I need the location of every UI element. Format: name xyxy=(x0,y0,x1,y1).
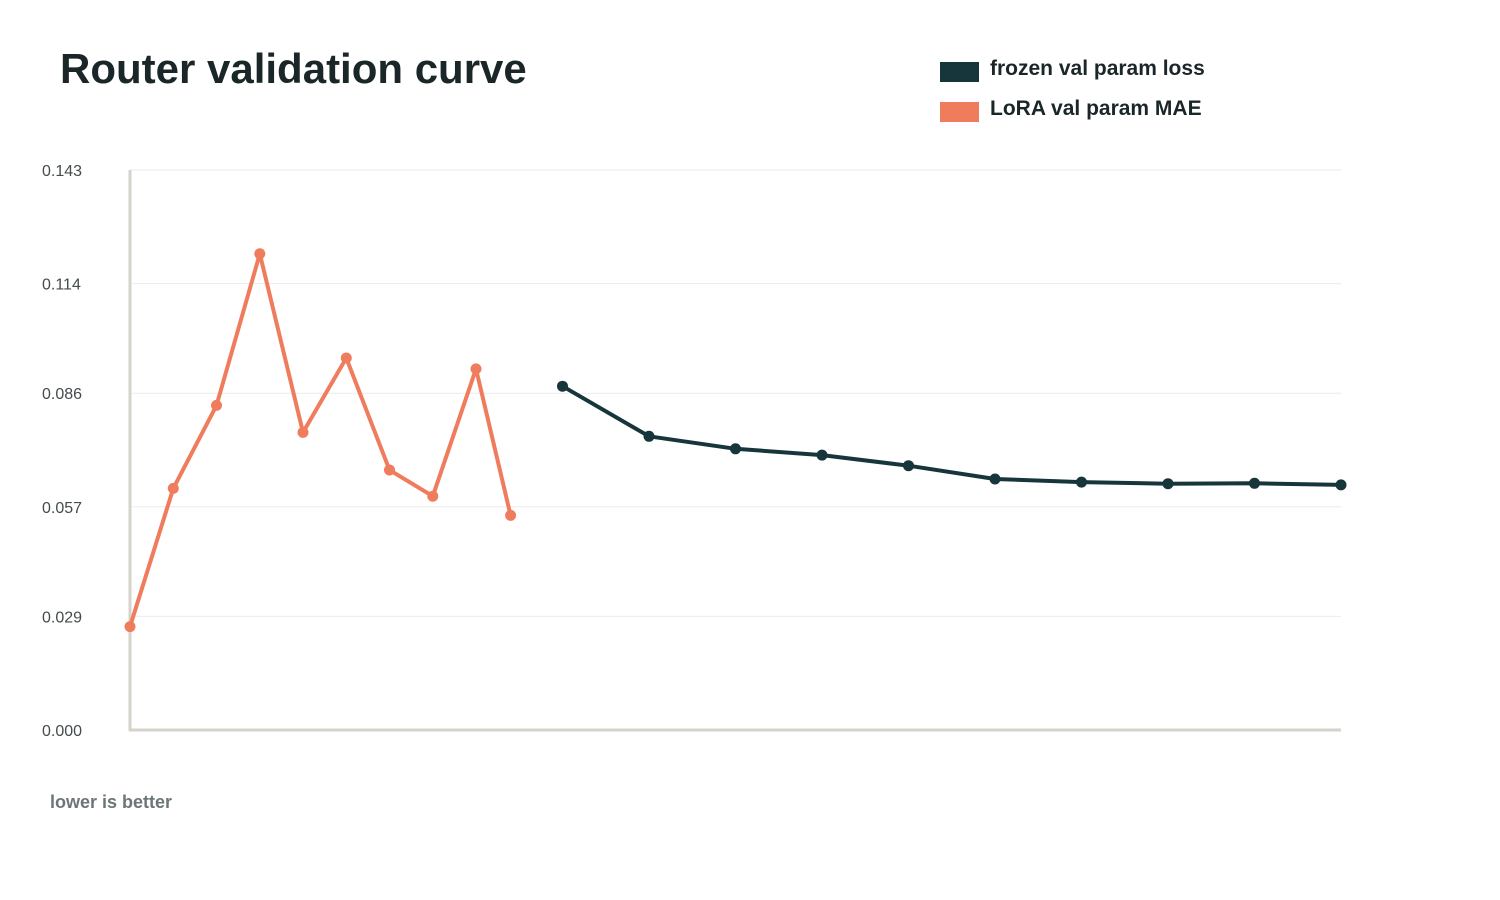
data-point-lora[interactable] xyxy=(297,426,309,438)
data-point-lora[interactable] xyxy=(470,363,482,375)
legend-label-frozen: frozen val param loss xyxy=(990,57,1205,80)
data-point-frozen[interactable] xyxy=(903,460,914,472)
series-line-frozen xyxy=(561,384,1342,487)
data-point-lora[interactable] xyxy=(167,482,179,494)
data-point-lora[interactable] xyxy=(384,464,395,476)
data-point-frozen[interactable] xyxy=(1335,479,1347,491)
y-tick-label: 0.086 xyxy=(42,386,82,403)
data-point-frozen[interactable] xyxy=(1162,478,1174,490)
data-point-frozen[interactable] xyxy=(989,473,1001,485)
data-point-frozen[interactable] xyxy=(816,449,828,461)
gridlines xyxy=(130,169,1341,617)
series-lora xyxy=(124,248,517,633)
data-point-frozen[interactable] xyxy=(1076,476,1087,488)
data-point-frozen[interactable] xyxy=(1249,477,1260,489)
data-point-frozen[interactable] xyxy=(730,443,741,455)
data-point-frozen[interactable] xyxy=(643,430,655,442)
data-point-frozen[interactable] xyxy=(557,380,568,392)
y-tick-label: 0.114 xyxy=(42,277,81,294)
data-point-lora[interactable] xyxy=(254,248,266,260)
y-tick-label: 0.057 xyxy=(42,500,82,517)
y-axis-ticks: 0.143 0.114 0.086 0.057 0.029 0.000 xyxy=(42,163,82,740)
y-tick-label: 0.029 xyxy=(42,609,82,626)
chart-title: Router validation curve xyxy=(60,45,527,92)
data-point-lora[interactable] xyxy=(505,509,517,521)
data-point-lora[interactable] xyxy=(340,352,352,364)
y-tick-label: 0.143 xyxy=(42,163,82,180)
series-frozen xyxy=(557,380,1347,491)
legend-label-lora: LoRA val param MAE xyxy=(990,97,1202,120)
legend: frozen val param loss LoRA val param MAE xyxy=(940,57,1205,122)
footnote: lower is better xyxy=(50,792,172,812)
legend-item-lora[interactable]: LoRA val param MAE xyxy=(940,97,1202,122)
data-point-lora[interactable] xyxy=(211,399,222,411)
legend-item-frozen[interactable]: frozen val param loss xyxy=(940,57,1205,82)
plot-area xyxy=(124,248,1347,633)
legend-swatch-frozen xyxy=(940,62,979,82)
legend-swatch-lora xyxy=(940,102,979,122)
data-point-lora[interactable] xyxy=(124,621,136,633)
series-line-lora xyxy=(128,251,513,628)
data-point-lora[interactable] xyxy=(427,490,439,502)
y-tick-label: 0.000 xyxy=(42,723,82,740)
